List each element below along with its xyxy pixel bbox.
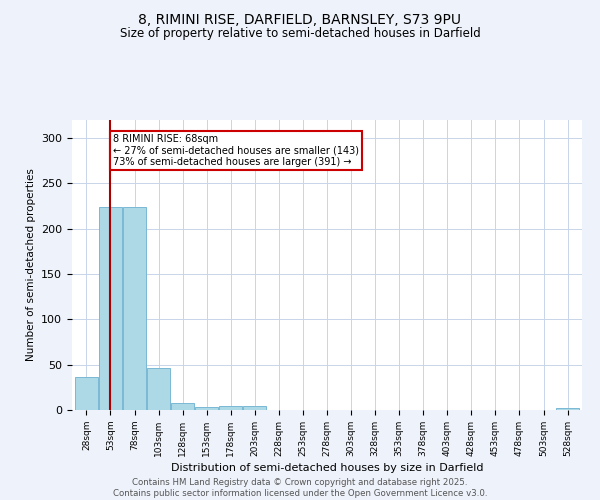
Text: 8 RIMINI RISE: 68sqm
← 27% of semi-detached houses are smaller (143)
73% of semi: 8 RIMINI RISE: 68sqm ← 27% of semi-detac… [113, 134, 359, 167]
Text: Contains HM Land Registry data © Crown copyright and database right 2025.
Contai: Contains HM Land Registry data © Crown c… [113, 478, 487, 498]
Bar [171, 403, 194, 410]
Bar [195, 408, 218, 410]
Bar [220, 406, 242, 410]
Bar [75, 378, 98, 410]
Bar [244, 406, 266, 410]
X-axis label: Distribution of semi-detached houses by size in Darfield: Distribution of semi-detached houses by … [171, 463, 483, 473]
Text: Size of property relative to semi-detached houses in Darfield: Size of property relative to semi-detach… [119, 28, 481, 40]
Text: 8, RIMINI RISE, DARFIELD, BARNSLEY, S73 9PU: 8, RIMINI RISE, DARFIELD, BARNSLEY, S73 … [139, 12, 461, 26]
Y-axis label: Number of semi-detached properties: Number of semi-detached properties [26, 168, 35, 362]
Bar [123, 207, 146, 410]
Bar [99, 207, 122, 410]
Bar [556, 408, 579, 410]
Bar [147, 368, 170, 410]
